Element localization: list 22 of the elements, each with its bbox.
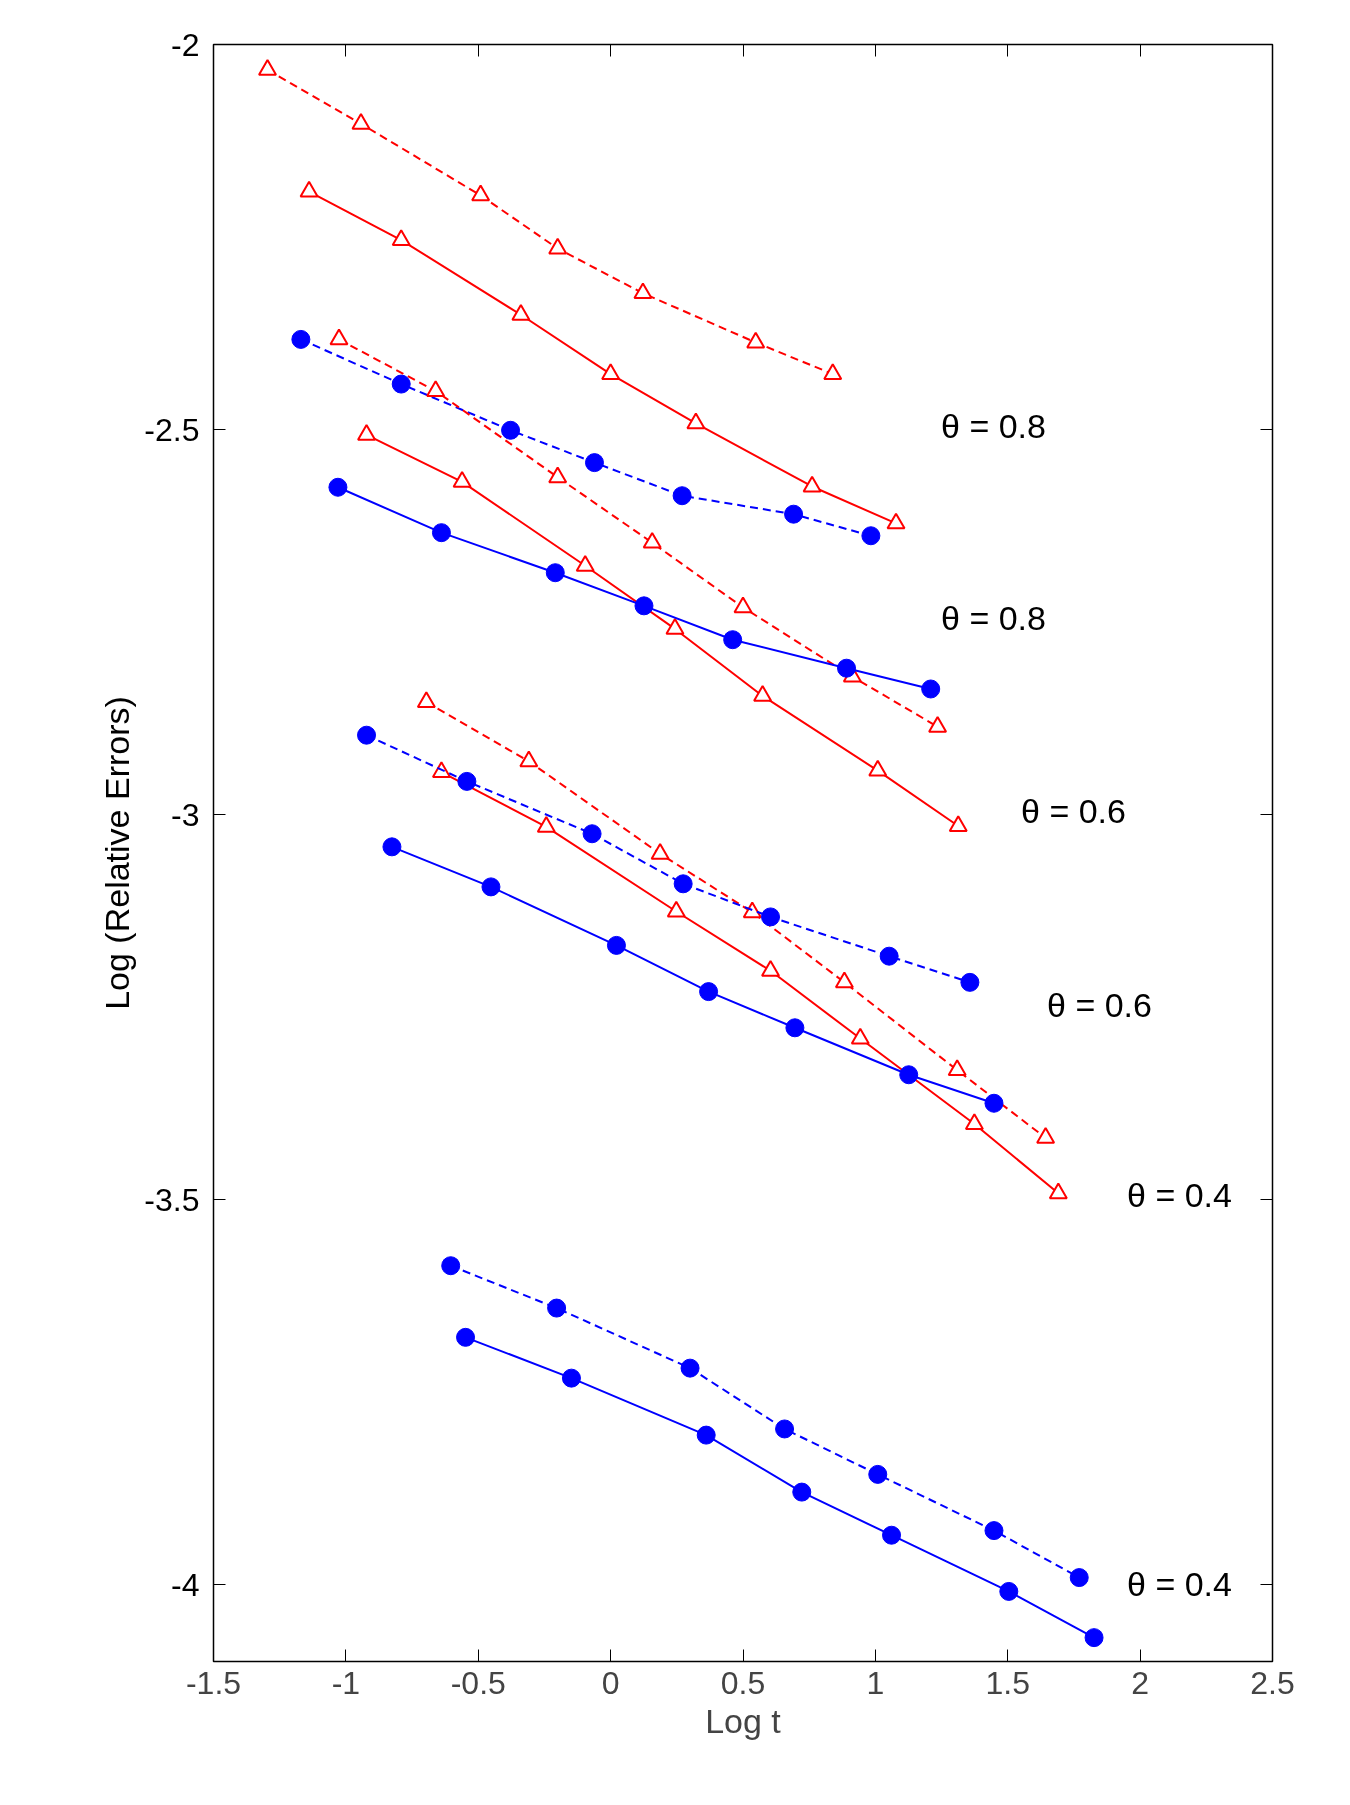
x-tick-label: -1 [331,1664,361,1701]
x-axis-title: Log t [705,1701,782,1740]
x-tick-label: -0.5 [450,1664,506,1701]
annotation: θ = 0.6 [1021,791,1126,830]
annotation: θ = 0.4 [1127,1175,1232,1214]
x-tick-label: -1.5 [185,1664,242,1701]
y-tick-label: -2 [171,26,200,63]
x-tick-label: 2 [1131,1664,1150,1701]
y-tick-label: -4 [171,1566,200,1603]
annotation: θ = 0.6 [1047,985,1152,1024]
y-tick-label: -2.5 [144,411,200,448]
x-tick-label: 0.5 [720,1664,766,1701]
annotation: θ = 0.8 [941,406,1046,445]
annotation: θ = 0.4 [1127,1564,1232,1603]
y-tick-label: -3.5 [144,1181,200,1218]
x-tick-label: 0 [601,1664,620,1701]
y-tick-label: -3 [171,796,200,833]
annotation: θ = 0.8 [941,598,1046,637]
x-tick-label: 1 [866,1664,885,1701]
x-tick-label: 1.5 [985,1664,1030,1701]
y-axis-title: Log (Relative Errors) [98,696,137,1010]
x-tick-label: 2.5 [1250,1664,1295,1701]
